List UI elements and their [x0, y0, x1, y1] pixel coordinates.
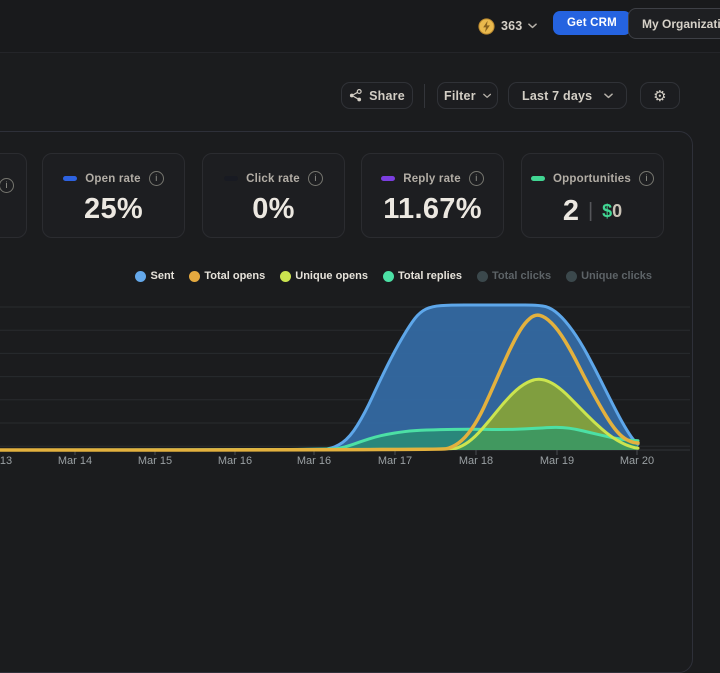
stat-card-label: Open rate [85, 172, 141, 185]
share-label: Share [369, 88, 405, 103]
toolbar-divider [424, 84, 425, 108]
legend-item-total-clicks[interactable]: Total clicks [476, 270, 552, 282]
series-swatch [531, 176, 545, 181]
legend-label: Total replies [397, 270, 462, 282]
coin-icon [478, 17, 495, 35]
legend-item-unique-opens[interactable]: Unique opens [280, 270, 368, 282]
legend-dot [280, 270, 292, 282]
x-axis-label: Mar 14 [57, 455, 93, 467]
value-divider: | [587, 200, 594, 222]
organization-name: My Organizatio... [642, 16, 720, 31]
chevron-down-icon [482, 93, 491, 98]
credits-menu[interactable]: 363 [478, 0, 538, 52]
series-swatch [381, 176, 396, 181]
date-range-selector[interactable]: Last 7 days [508, 82, 627, 109]
x-axis-label: Mar 15 [137, 455, 173, 467]
filter-button[interactable]: Filter [437, 82, 498, 109]
legend-label: Sent [150, 270, 175, 282]
stat-card-label: Reply rate [403, 172, 461, 185]
stat-card-value: 25% [84, 193, 143, 225]
legend-item-sent[interactable]: Sent [135, 270, 174, 282]
legend-label: Unique clicks [581, 270, 652, 282]
x-axis-label: Mar 16 [217, 455, 253, 467]
legend-label: Total opens [204, 270, 266, 282]
x-axis-label: Mar 13 [0, 455, 13, 467]
info-icon[interactable]: i [0, 178, 14, 193]
series-swatch [224, 176, 239, 181]
x-axis-label: Mar 20 [619, 455, 655, 467]
settings-button[interactable]: ⚙ [640, 82, 680, 109]
legend-label: Total clicks [491, 270, 552, 282]
stat-card-reply-rate: Reply rate i 11.67% [361, 153, 504, 238]
legend-label: Unique opens [295, 270, 368, 282]
currency-symbol: $ [602, 201, 613, 221]
stat-card-value: 0% [252, 193, 295, 225]
legend-dot [135, 270, 147, 282]
x-axis-label: Mar 18 [458, 455, 494, 467]
gear-icon: ⚙ [653, 87, 667, 105]
legend-item-unique-clicks[interactable]: Unique clicks [566, 270, 652, 282]
series-swatch [63, 176, 78, 181]
chevron-down-icon [604, 92, 613, 98]
chevron-down-icon [528, 23, 538, 29]
x-axis-label: Mar 17 [377, 455, 413, 467]
legend-dot [476, 270, 488, 282]
legend-dot [382, 270, 394, 282]
info-icon[interactable]: i [148, 171, 164, 186]
stat-card-open-rate: Open rate i 25% [42, 153, 185, 238]
stat-card-label: Click rate [246, 172, 300, 185]
filter-label: Filter [444, 88, 476, 103]
x-axis-label: Mar 19 [539, 455, 575, 467]
date-range-label: Last 7 days [522, 88, 593, 103]
info-icon[interactable]: i [639, 171, 654, 186]
legend-dot [566, 270, 578, 282]
share-button[interactable]: Share [341, 82, 413, 109]
legend-item-total-replies[interactable]: Total replies [382, 270, 462, 282]
opportunities-count: 2 [562, 195, 579, 227]
credits-count: 363 [501, 19, 523, 33]
share-icon [350, 89, 362, 102]
stat-card-label: Opportunities [553, 172, 631, 185]
opportunities-amount: 0 [612, 201, 623, 221]
legend-dot [189, 270, 201, 282]
get-crm-button[interactable]: Get CRM [553, 11, 631, 35]
top-bar: 363 Get CRM My Organizatio... [0, 0, 720, 53]
stat-card-opportunities: Opportunities i 2 | $0 [521, 153, 664, 238]
stat-card-value: 11.67% [383, 193, 482, 225]
info-icon[interactable]: i [307, 171, 323, 186]
x-axis-label: Mar 16 [296, 455, 332, 467]
legend-item-total-opens[interactable]: Total opens [189, 270, 265, 282]
stat-card-partial: i [0, 153, 27, 238]
info-icon[interactable]: i [468, 171, 484, 186]
organization-selector[interactable]: My Organizatio... [628, 8, 720, 39]
stat-card-click-rate: Click rate i 0% [202, 153, 345, 238]
chart-legend: Sent Total opens Unique opens Total replies… [0, 266, 652, 286]
